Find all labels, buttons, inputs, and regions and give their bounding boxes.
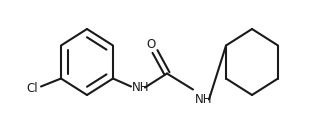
Text: O: O xyxy=(146,38,156,51)
Text: Cl: Cl xyxy=(26,82,38,95)
Text: NH: NH xyxy=(132,81,149,94)
Text: NH: NH xyxy=(195,93,213,106)
